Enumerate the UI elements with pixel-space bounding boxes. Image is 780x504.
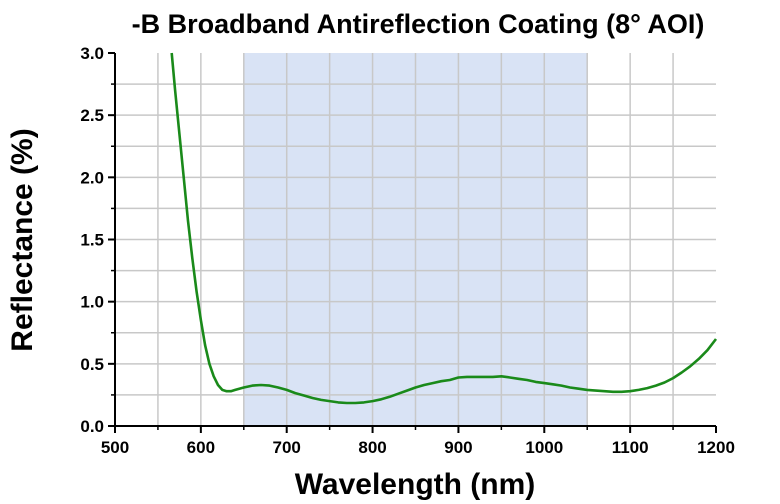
y-tick-label: 1.5: [80, 231, 104, 250]
x-tick-label: 800: [358, 438, 386, 457]
x-axis-title: Wavelength (nm): [295, 468, 536, 501]
plot-area: 500 600 700 800 900 1000 1100 1200 0.0 0.5 1.0 1.5 2…: [80, 44, 735, 457]
y-tick-label: 1.0: [80, 293, 104, 312]
x-tick-label: 600: [187, 438, 215, 457]
x-tick-label: 700: [273, 438, 301, 457]
y-tick-label: 2.5: [80, 106, 104, 125]
y-tick-label: 2.0: [80, 168, 104, 187]
x-tick-label: 500: [101, 438, 129, 457]
series-line: [170, 52, 718, 405]
x-tick-label: 1100: [612, 438, 649, 457]
y-axis-title: Reflectance (%): [6, 128, 39, 351]
x-tick-label: 1000: [525, 438, 563, 457]
x-tick-label: 1200: [697, 438, 735, 457]
chart-title: -B Broadband Antireflection Coating (8° …: [132, 9, 705, 39]
x-tick-label: 900: [444, 438, 472, 457]
y-tick-label: 3.0: [80, 44, 104, 63]
y-tick-label: 0.0: [80, 417, 104, 436]
y-tick-label: 0.5: [80, 355, 104, 374]
